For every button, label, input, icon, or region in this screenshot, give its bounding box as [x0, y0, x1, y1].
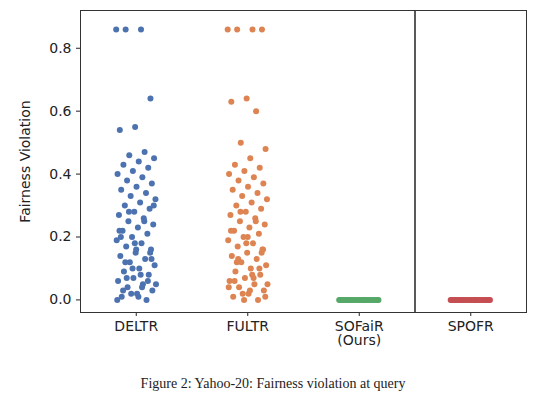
svg-text:SOFaiR(Ours): SOFaiR(Ours)	[335, 318, 384, 348]
svg-text:DELTR: DELTR	[114, 318, 158, 334]
svg-text:0.6: 0.6	[49, 103, 71, 119]
svg-text:FULTR: FULTR	[227, 318, 270, 334]
html-text:Figure 2: Yahoo-20: Fairness v: Figure 2: Yahoo-20: Fairness violation a…	[140, 376, 406, 391]
svg-text:0.2: 0.2	[49, 228, 71, 244]
svg-text:0.8: 0.8	[49, 40, 71, 56]
svg-text:Fairness Violation: Fairness Violation	[17, 100, 33, 222]
svg-text:0.0: 0.0	[49, 291, 71, 307]
svg-text:0.4: 0.4	[49, 166, 71, 182]
svg-text:SPOFR: SPOFR	[448, 318, 494, 334]
